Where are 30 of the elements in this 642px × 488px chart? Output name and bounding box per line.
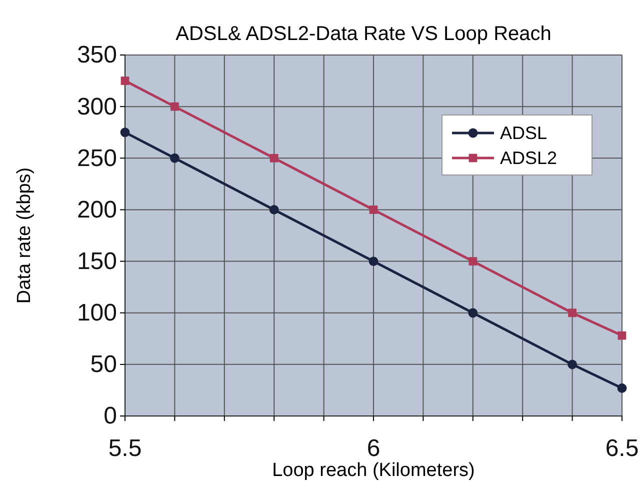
point <box>369 206 378 214</box>
y-tick-label: 250 <box>76 144 117 172</box>
y-tick-label: 50 <box>90 351 117 378</box>
point <box>170 102 179 111</box>
chart-title: ADSL& ADSL2-Data Rate VS Loop Reach <box>176 23 552 45</box>
x-tick-label: 5.5 <box>108 435 142 462</box>
point <box>468 308 478 318</box>
point <box>120 76 130 85</box>
x-axis-title: Loop reach (Kilometers) <box>272 460 475 481</box>
y-tick-label: 150 <box>76 248 117 275</box>
point <box>468 257 478 266</box>
legend-label: ADSL <box>500 123 548 143</box>
point <box>368 256 378 266</box>
point <box>618 331 626 340</box>
point <box>120 128 130 138</box>
legend-label: ADSL2 <box>500 148 558 168</box>
point <box>269 205 279 214</box>
y-tick-label: 0 <box>104 402 117 430</box>
x-tick-label: 6 <box>366 435 380 462</box>
y-tick-label: 200 <box>76 196 117 224</box>
y-tick-label: 100 <box>76 300 117 327</box>
point <box>568 308 576 318</box>
x-tick-label: 6.5 <box>605 435 639 462</box>
point <box>617 383 627 393</box>
y-tick-label: 300 <box>76 93 117 120</box>
y-tick-label: 350 <box>76 42 117 69</box>
y-axis-title: Data rate (kbps) <box>14 167 35 304</box>
point <box>170 153 180 163</box>
point <box>568 360 578 370</box>
point <box>270 154 278 162</box>
